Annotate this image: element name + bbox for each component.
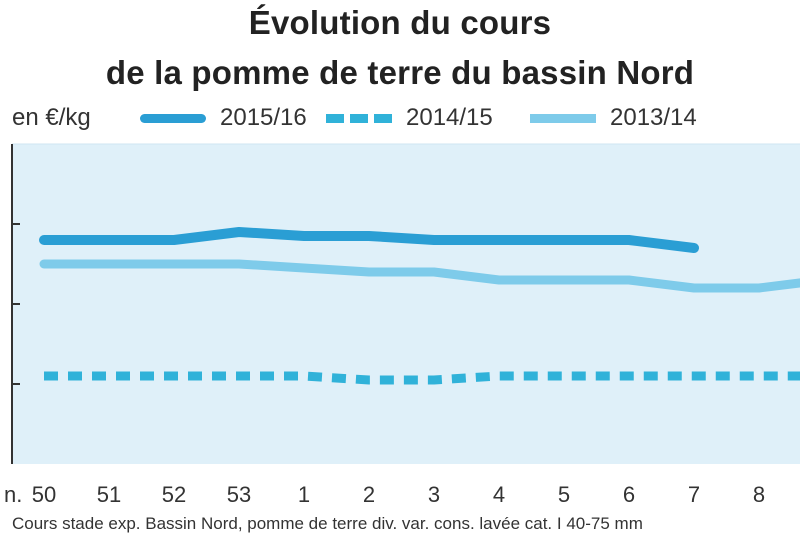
x-tick-label: 52 [162,482,186,507]
x-tick-label: n. [4,482,22,507]
x-tick-label: 51 [97,482,121,507]
series-line-2014-15 [44,371,800,385]
x-tick-label: 5 [558,482,570,507]
chart-title-line-1: Évolution du cours [248,4,552,41]
x-tick-label: 50 [32,482,56,507]
x-tick-label: 6 [623,482,635,507]
x-tick-label: 53 [227,482,251,507]
x-tick-label: 8 [753,482,765,507]
legend-label: 2015/16 [220,104,307,131]
x-tick-label: 7 [688,482,700,507]
line-chart: n. 50 51 52 53 1 2 3 4 5 6 7 8 [4,143,800,507]
x-tick-label: 4 [493,482,505,507]
x-tick-label: 2 [363,482,375,507]
x-tick-label: 3 [428,482,440,507]
source-note: Cours stade exp. Bassin Nord, pomme de t… [12,514,643,533]
legend-swatch-solid-light [530,114,596,123]
legend-label: 2014/15 [406,104,493,131]
series-line-2013-14 [39,259,800,293]
series-line-2015-16 [39,227,699,253]
legend-swatch-solid-thick [140,114,206,123]
y-axis-unit-label: en €/kg [12,104,91,131]
plot-background [12,144,800,464]
legend-label: 2013/14 [610,104,697,131]
legend-swatch-dashed [326,114,392,123]
x-tick-label: 1 [298,482,310,507]
chart-title-line-2: de la pomme de terre du bassin Nord [105,54,695,91]
